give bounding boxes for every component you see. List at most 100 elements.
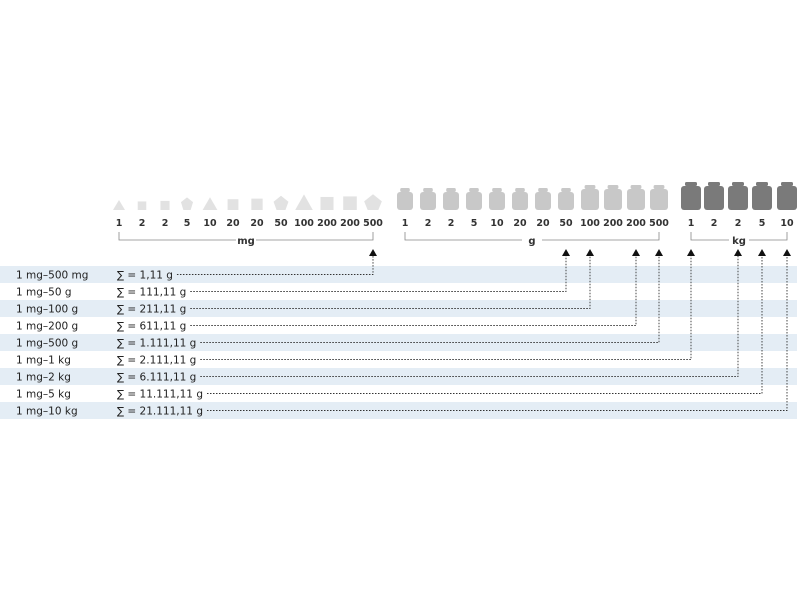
- weight-square-icon: [160, 200, 170, 210]
- weight-value-label: 5: [471, 218, 478, 229]
- weight-cylinder-icon: [704, 182, 724, 210]
- weight-square-icon: [320, 196, 334, 210]
- row-sum-label: ∑ = 111,11 g: [117, 287, 186, 299]
- weight-value-label: 200: [603, 218, 623, 229]
- connector-line: [207, 256, 763, 394]
- unit-bracket: [690, 232, 788, 241]
- row-sum-label: ∑ = 11.111,11 g: [117, 389, 203, 401]
- weight-cylinder-icon: [489, 188, 505, 210]
- weight-cylinder-icon: [397, 188, 413, 210]
- row-range-label: 1 mg–5 kg: [16, 389, 71, 401]
- weight-cylinder-icon: [728, 182, 748, 210]
- connector-line: [207, 256, 788, 411]
- weight-value-label: 500: [363, 218, 383, 229]
- weight-cylinder-icon: [752, 182, 772, 210]
- connector-line: [176, 256, 374, 275]
- weight-pentagon-icon: [273, 195, 289, 210]
- weight-cylinder-icon: [604, 185, 622, 210]
- weight-cylinder-icon: [535, 188, 551, 210]
- unit-bracket: [118, 232, 374, 241]
- weight-value-label: 1: [402, 218, 409, 229]
- weight-value-label: 500: [649, 218, 669, 229]
- weight-cylinder-icon: [420, 188, 436, 210]
- row-range-label: 1 mg–1 kg: [16, 355, 71, 367]
- connector-line: [200, 256, 739, 377]
- weight-triangle-icon: [202, 197, 218, 210]
- weight-cylinder-icon: [650, 185, 668, 210]
- row-range-label: 1 mg–50 g: [16, 287, 72, 299]
- weight-cylinder-icon: [777, 182, 797, 210]
- arrow-up-icon: [655, 249, 663, 256]
- weight-value-label: 50: [559, 218, 573, 229]
- weight-cylinder-icon: [581, 185, 599, 210]
- arrow-up-icon: [783, 249, 791, 256]
- weight-value-label: 100: [580, 218, 600, 229]
- unit-label-mg: mg: [237, 236, 255, 247]
- weight-value-label: 1: [116, 218, 123, 229]
- weight-cylinder-icon: [443, 188, 459, 210]
- row-range-label: 1 mg–500 g: [16, 338, 78, 350]
- row-range-label: 1 mg–200 g: [16, 321, 78, 333]
- weight-value-label: 10: [490, 218, 504, 229]
- unit-bracket: [404, 232, 660, 241]
- weight-value-label: 2: [425, 218, 432, 229]
- arrow-up-icon: [758, 249, 766, 256]
- arrow-up-icon: [369, 249, 377, 256]
- weight-value-label: 2: [448, 218, 455, 229]
- weight-square-icon: [343, 196, 357, 210]
- arrow-up-icon: [734, 249, 742, 256]
- row-sum-label: ∑ = 21.111,11 g: [117, 406, 203, 418]
- weight-value-label: 5: [759, 218, 766, 229]
- connector-line: [190, 256, 637, 326]
- weight-square-icon: [227, 199, 239, 210]
- weight-cylinder-icon: [627, 185, 645, 210]
- unit-label-kg: kg: [732, 236, 746, 247]
- row-sum-label: ∑ = 211,11 g: [117, 304, 186, 316]
- row-sum-label: ∑ = 6.111,11 g: [117, 372, 196, 384]
- weight-square-icon: [251, 198, 263, 210]
- row-band: [0, 402, 797, 419]
- weight-value-label: 200: [317, 218, 337, 229]
- weight-value-label: 200: [626, 218, 646, 229]
- connector-line: [190, 256, 591, 309]
- connector-line: [200, 256, 660, 343]
- weight-value-label: 2: [711, 218, 718, 229]
- row-range-label: 1 mg–10 kg: [16, 406, 78, 418]
- weight-pentagon-icon: [364, 194, 382, 210]
- weight-value-label: 20: [513, 218, 527, 229]
- weight-value-label: 200: [340, 218, 360, 229]
- weight-value-label: 2: [162, 218, 169, 229]
- weight-value-label: 20: [226, 218, 240, 229]
- weight-value-label: 10: [203, 218, 217, 229]
- row-range-label: 1 mg–500 mg: [16, 270, 88, 282]
- row-sum-label: ∑ = 611,11 g: [117, 321, 186, 333]
- weight-value-label: 2: [735, 218, 742, 229]
- row-band: [0, 266, 797, 283]
- row-range-label: 1 mg–100 g: [16, 304, 78, 316]
- row-sum-label: ∑ = 2.111,11 g: [117, 355, 196, 367]
- arrow-up-icon: [562, 249, 570, 256]
- weight-value-label: 5: [184, 218, 191, 229]
- row-sum-label: ∑ = 1.111,11 g: [117, 338, 196, 350]
- weight-cylinder-icon: [558, 188, 574, 210]
- weight-triangle-icon: [113, 200, 125, 210]
- arrow-up-icon: [687, 249, 695, 256]
- weight-value-label: 50: [274, 218, 288, 229]
- connector-line: [190, 256, 567, 292]
- arrow-up-icon: [632, 249, 640, 256]
- weight-cylinder-icon: [681, 182, 701, 210]
- weight-value-label: 20: [536, 218, 550, 229]
- weight-value-label: 2: [139, 218, 146, 229]
- weight-value-label: 100: [294, 218, 314, 229]
- weight-triangle-icon: [295, 194, 313, 210]
- weight-value-label: 1: [688, 218, 695, 229]
- weight-cylinder-icon: [466, 188, 482, 210]
- weight-pentagon-icon: [180, 197, 194, 210]
- unit-label-g: g: [528, 236, 535, 247]
- arrow-up-icon: [586, 249, 594, 256]
- weight-square-icon: [137, 201, 147, 210]
- weight-value-label: 10: [780, 218, 794, 229]
- row-range-label: 1 mg–2 kg: [16, 372, 71, 384]
- weight-value-label: 20: [250, 218, 264, 229]
